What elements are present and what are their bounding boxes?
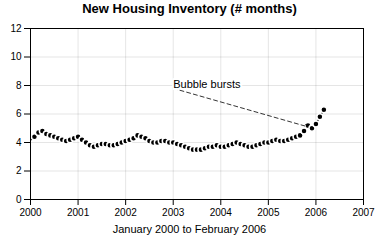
svg-text:2003: 2003 <box>162 207 185 218</box>
svg-text:2: 2 <box>16 165 22 176</box>
svg-text:2000: 2000 <box>19 207 42 218</box>
svg-text:12: 12 <box>10 23 22 34</box>
svg-text:2006: 2006 <box>305 207 328 218</box>
svg-text:6: 6 <box>16 108 22 119</box>
svg-text:10: 10 <box>10 51 22 62</box>
svg-text:8: 8 <box>16 80 22 91</box>
svg-text:2002: 2002 <box>115 207 138 218</box>
html-text:New Housing Inventory (# month: New Housing Inventory (# months) <box>82 1 297 16</box>
svg-text:2001: 2001 <box>67 207 90 218</box>
svg-text:Bubble bursts: Bubble bursts <box>173 78 241 90</box>
svg-text:2004: 2004 <box>210 207 233 218</box>
svg-text:4: 4 <box>16 137 22 148</box>
svg-text:0: 0 <box>16 194 22 205</box>
svg-text:2007: 2007 <box>352 207 375 218</box>
svg-text:2005: 2005 <box>257 207 280 218</box>
html-text:January 2000 to February 2006: January 2000 to February 2006 <box>112 223 267 235</box>
